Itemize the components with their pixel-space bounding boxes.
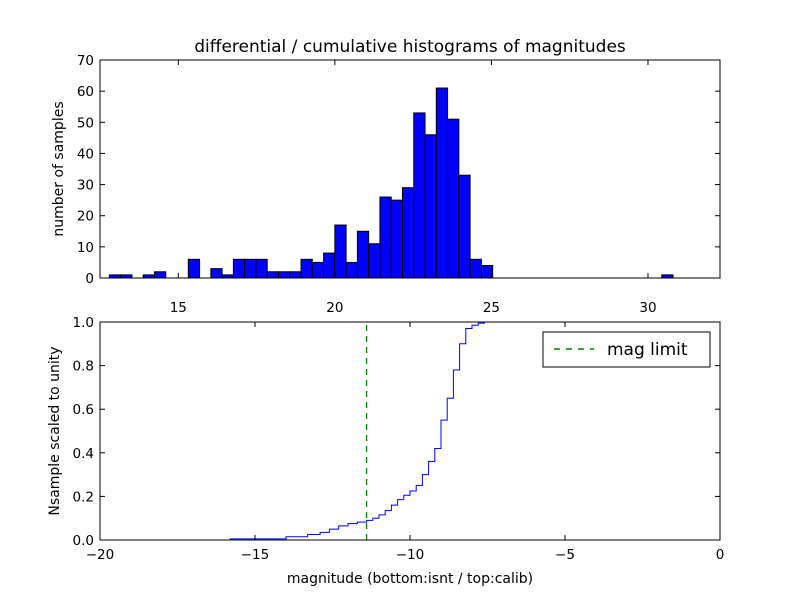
legend-label-mag-limit: mag limit (607, 340, 688, 360)
histogram-bar (345, 261, 358, 279)
y-tick-label: 10 (77, 240, 94, 256)
histogram-bar (334, 224, 347, 279)
y-tick-label: 70 (77, 53, 94, 69)
histogram-bar (277, 271, 291, 279)
x-tick-label: −10 (396, 547, 425, 563)
y-tick-label: 0.6 (73, 402, 94, 418)
histogram-bar (356, 230, 370, 279)
bottom-y-axis-label: Nsample scaled to unity (47, 346, 63, 515)
histogram-bar (311, 261, 325, 279)
top-axis-ticks: 0 10 20 30 40 50 60 70 15 20 25 30 (77, 53, 720, 316)
cumulative-step-line (100, 321, 720, 541)
y-tick-label: 0.0 (73, 533, 94, 549)
y-tick-label: 40 (77, 146, 94, 162)
legend: mag limit (542, 331, 711, 368)
y-tick-label: 1.0 (73, 315, 94, 331)
histogram-bar (390, 199, 403, 279)
histogram-bar (210, 268, 223, 279)
figure-title: differential / cumulative histograms of … (194, 37, 626, 57)
cumulative-histogram-panel: 0.0 0.2 0.4 0.6 0.8 1.0 −20 −15 −10 −5 0 magnitude… (47, 315, 724, 587)
histogram-bar (379, 196, 392, 279)
y-tick-label: 0.4 (73, 446, 94, 462)
cumulative-series (100, 321, 720, 541)
x-tick-label: 25 (483, 300, 500, 316)
histogram-bar (413, 112, 426, 279)
y-tick-label: 0.8 (73, 359, 94, 375)
histogram-bar (368, 243, 381, 279)
histogram-bar (153, 271, 167, 279)
histogram-bar (187, 258, 201, 279)
y-tick-label: 20 (77, 209, 94, 225)
bottom-plot-frame (99, 321, 721, 541)
histogram-bar (424, 134, 437, 279)
bottom-x-axis-label: magnitude (bottom:isnt / top:calib) (287, 571, 533, 587)
y-tick-label: 50 (77, 115, 94, 131)
histogram-bar (300, 258, 313, 279)
x-tick-label: −20 (86, 547, 115, 563)
histogram-bar (244, 258, 257, 279)
histogram-bar (458, 174, 471, 279)
x-tick-label: 0 (716, 547, 725, 563)
histogram-bar (323, 252, 336, 279)
histogram-bar (435, 87, 449, 279)
histogram-bar (289, 271, 302, 279)
top-y-axis-label: number of samples (51, 101, 67, 236)
top-plot-frame (99, 59, 721, 279)
y-tick-label: 30 (77, 178, 94, 194)
histogram-bar (255, 258, 268, 279)
y-tick-label: 60 (77, 84, 94, 100)
histogram-bar (469, 258, 482, 279)
histogram-bar (266, 271, 279, 279)
histogram-bar (401, 187, 415, 279)
histogram-bar (232, 258, 246, 279)
x-tick-label: −5 (555, 547, 575, 563)
x-tick-label: 20 (326, 300, 343, 316)
differential-histogram-panel: 0 10 20 30 40 50 60 70 15 20 25 30 number of sample… (51, 53, 721, 316)
x-tick-label: 15 (170, 300, 187, 316)
y-tick-label: 0 (85, 271, 94, 287)
x-tick-label: 30 (639, 300, 656, 316)
x-tick-label: −15 (241, 547, 270, 563)
y-tick-label: 0.2 (73, 489, 94, 505)
histogram-bar (447, 118, 460, 279)
